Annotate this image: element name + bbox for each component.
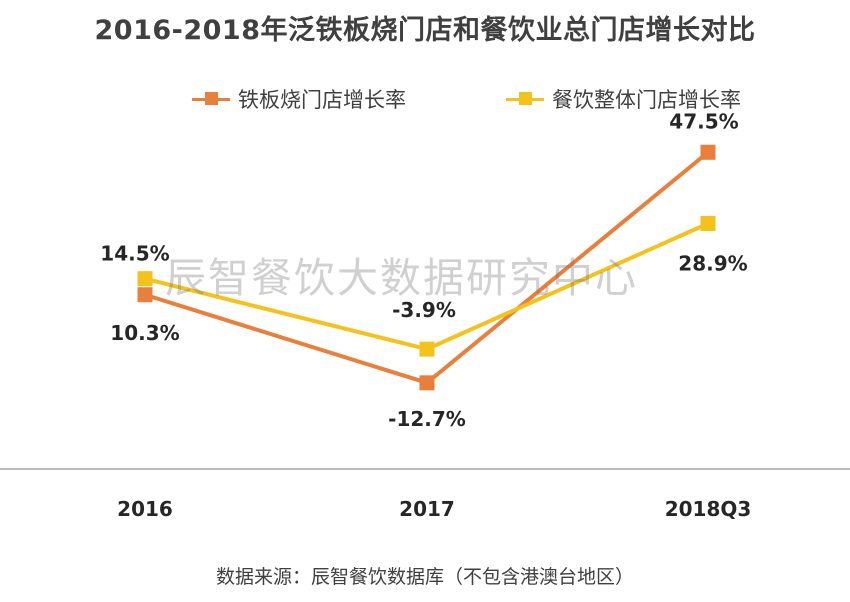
watermark-text: 辰智餐饮大数据研究中心 <box>165 254 638 302</box>
data-point-s0-1 <box>419 375 435 391</box>
data-point-s1-2 <box>700 216 716 232</box>
data-point-s0-0 <box>137 287 153 303</box>
data-point-s1-0 <box>137 271 153 287</box>
legend-item-teppanyaki: 铁板烧门店增长率 <box>192 84 406 114</box>
x-tick-label-2018q3: 2018Q3 <box>665 497 752 521</box>
legend-swatch-overall <box>506 91 544 105</box>
legend-swatch-teppanyaki <box>192 91 230 105</box>
data-source-note: 数据来源：辰智餐饮数据库（不包含港澳台地区） <box>215 566 634 588</box>
x-tick-label-2017: 2017 <box>399 497 455 521</box>
data-label-s0-1: -12.7% <box>388 407 466 431</box>
x-tick-label-2016: 2016 <box>117 497 173 521</box>
legend-label-teppanyaki: 铁板烧门店增长率 <box>238 88 406 112</box>
chart-title: 2016-2018年泛铁板烧门店和餐饮业总门店增长对比 <box>94 15 756 46</box>
legend-label-overall: 餐饮整体门店增长率 <box>552 88 741 112</box>
data-label-s1-2: 28.9% <box>678 252 747 276</box>
legend-item-overall: 餐饮整体门店增长率 <box>506 84 741 114</box>
data-label-s1-1: -3.9% <box>392 298 456 322</box>
data-label-s0-2: 47.5% <box>669 109 738 133</box>
data-label-s0-0: 10.3% <box>110 321 179 345</box>
chart-legend: 铁板烧门店增长率 餐饮整体门店增长率 <box>0 84 850 114</box>
data-point-s0-2 <box>700 144 716 160</box>
data-label-s1-0: 14.5% <box>100 242 169 266</box>
data-point-s1-1 <box>419 341 435 357</box>
